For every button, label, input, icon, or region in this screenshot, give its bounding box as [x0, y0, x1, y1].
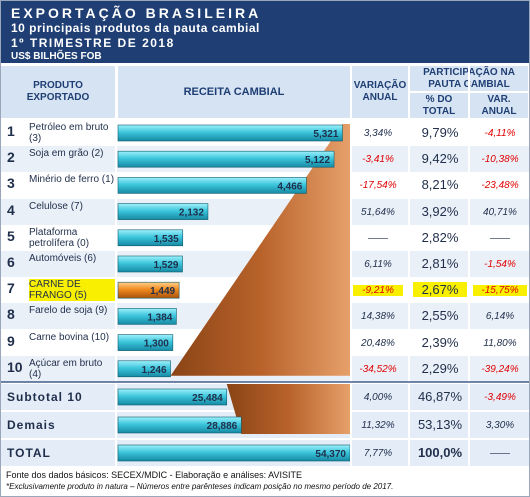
footnote: *Exclusivamente produto in natura – Núme… — [6, 482, 394, 491]
summary-share: 100,0% — [417, 445, 463, 460]
rank-number: 3 — [7, 175, 15, 192]
col-header-variation: VARIAÇÃO ANUAL — [352, 66, 408, 118]
rank-number: 9 — [7, 332, 15, 349]
summary-row: TOTAL 7,77% 100,0% —— — [1, 440, 529, 466]
col-header-var-annual: VAR. ANUAL — [470, 93, 528, 118]
rank-number: 10 — [7, 358, 23, 375]
table-row: 1 Petróleo em bruto (3) 3,34% 9,79% -4,11% — [1, 120, 529, 146]
annual-variation: 14,38% — [361, 311, 395, 323]
unit-label: US$ BILHÕES FOB — [11, 51, 102, 62]
share-annual-variation: -15,75% — [473, 285, 527, 297]
summary-variation: 4,00% — [363, 392, 393, 403]
summary-share: 53,13% — [417, 417, 463, 432]
rank-number: 6 — [7, 254, 15, 270]
share-annual-variation: -39,24% — [481, 363, 519, 375]
summary-variation: 7,77% — [363, 448, 393, 459]
table-row: 3 Minério de ferro (1) -17,54% 8,21% -23,48% — [1, 172, 529, 198]
product-name: Petróleo em bruto (3) — [29, 122, 109, 144]
summary-label: TOTAL — [7, 446, 51, 460]
share-annual-variation: -23,48% — [481, 180, 519, 192]
product-name: Carne bovina (10) — [29, 331, 110, 343]
share-of-total: 8,21% — [421, 177, 459, 193]
summary-share-variation: -3,49% — [484, 392, 516, 403]
col-header-revenue: RECEITA CAMBIAL — [118, 66, 350, 118]
main-title: EXPORTAÇÃO BRASILEIRA — [11, 5, 262, 21]
share-of-total: 9,79% — [421, 125, 459, 140]
product-name: Plataforma petrolífera (0) — [29, 226, 90, 249]
annual-variation: 51,64% — [361, 206, 395, 218]
summary-variation: 11,32% — [361, 420, 395, 431]
annual-variation: 20,48% — [361, 337, 395, 349]
subtitle: 10 principais produtos da pauta cambial — [11, 21, 260, 35]
col-header-participation: PARTICIPAÇÃO NA PAUTA CAMBIAL — [410, 66, 528, 91]
share-of-total: 3,92% — [421, 203, 459, 219]
share-annual-variation: -10,38% — [481, 154, 519, 166]
rank-number: 7 — [7, 280, 15, 297]
product-name: Celulose (7) — [29, 200, 83, 212]
col-header-pct-total: % DO TOTAL — [410, 93, 468, 118]
col-header-product: PRODUTO EXPORTADO — [1, 66, 115, 118]
share-of-total: 2,82% — [421, 229, 459, 245]
summary-share: 46,87% — [417, 389, 463, 404]
share-of-total: 2,81% — [421, 256, 459, 271]
annual-variation: 6,11% — [364, 259, 392, 270]
table-row: 5 Plataforma petrolífera (0) —— 2,82% —— — [1, 225, 529, 251]
share-annual-variation: 6,14% — [485, 311, 515, 323]
product-name: Açúcar em bruto (4) — [29, 357, 103, 380]
table-row: 2 Soja em grão (2) -3,41% 9,42% -10,38% — [1, 146, 529, 173]
share-of-total: 2,39% — [421, 334, 459, 350]
summary-row: Subtotal 10 4,00% 46,87% -3,49% — [1, 384, 529, 410]
summary-row: Demais 11,32% 53,13% 3,30% — [1, 412, 529, 438]
share-of-total: 2,29% — [421, 360, 459, 376]
rank-number: 1 — [7, 123, 15, 139]
summary-share-variation: —— — [490, 448, 510, 459]
table-row: 8 Farelo de soja (9) 14,38% 2,55% 6,14% — [1, 303, 529, 330]
share-annual-variation: 40,71% — [483, 206, 517, 218]
annual-variation: -17,54% — [359, 180, 397, 192]
rank-number: 5 — [7, 227, 15, 244]
share-annual-variation: 11,80% — [483, 337, 517, 349]
source-note: Fonte dos dados básicos: SECEX/MDIC - El… — [6, 470, 302, 480]
annual-variation: —— — [368, 232, 388, 244]
rank-number: 8 — [7, 306, 15, 323]
share-of-total: 2,67% — [413, 282, 467, 298]
share-of-total: 2,55% — [421, 308, 459, 324]
annual-variation: -3,41% — [362, 154, 394, 166]
period-title: 1º TRIMESTRE DE 2018 — [11, 36, 175, 50]
table-row: 7 CARNE DE FRANGO (5) -9,21% 2,67% -15,75% — [1, 277, 529, 303]
rank-number: 2 — [7, 149, 15, 166]
rank-number: 4 — [7, 201, 15, 218]
share-annual-variation: -1,54% — [484, 259, 516, 270]
product-name: Automóveis (6) — [29, 253, 97, 264]
share-annual-variation: -4,11% — [484, 128, 516, 139]
product-name: Minério de ferro (1) — [29, 174, 115, 186]
summary-share-variation: 3,30% — [485, 420, 515, 431]
annual-variation: -34,52% — [359, 363, 397, 375]
annual-variation: -9,21% — [353, 285, 403, 297]
table-row: 9 Carne bovina (10) 20,48% 2,39% 11,80% — [1, 330, 529, 356]
table-row: 4 Celulose (7) 51,64% 3,92% 40,71% — [1, 198, 529, 225]
summary-label: Subtotal 10 — [7, 390, 83, 404]
table-row: 6 Automóveis (6) 6,11% 2,81% -1,54% — [1, 251, 529, 277]
product-name: CARNE DE FRANGO (5) — [29, 279, 115, 302]
table-row: 10 Açúcar em bruto (4) -34,52% 2,29% -39,24% — [1, 355, 529, 382]
share-annual-variation: —— — [490, 232, 510, 244]
product-name: Farelo de soja (9) — [29, 305, 108, 317]
summary-label: Demais — [7, 418, 56, 432]
annual-variation: 3,34% — [363, 128, 393, 139]
share-of-total: 9,42% — [421, 151, 459, 167]
title-banner: EXPORTAÇÃO BRASILEIRA 10 principais prod… — [1, 1, 529, 63]
product-name: Soja em grão (2) — [29, 148, 104, 160]
